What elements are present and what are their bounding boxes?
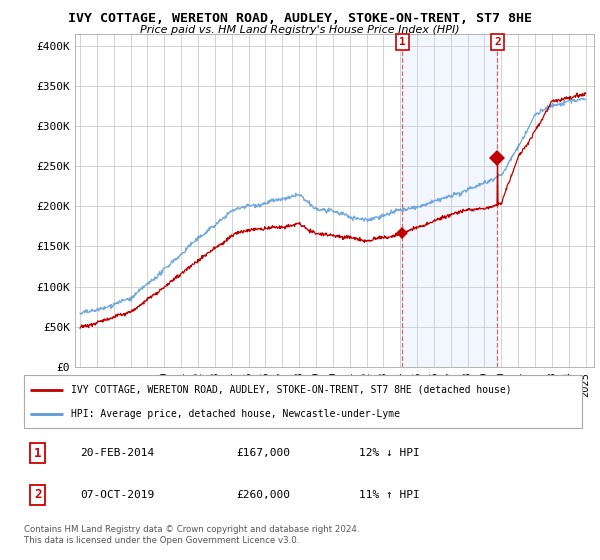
Text: 2: 2 <box>494 37 501 47</box>
Text: £167,000: £167,000 <box>236 448 290 458</box>
Text: 2: 2 <box>34 488 42 501</box>
Text: Price paid vs. HM Land Registry's House Price Index (HPI): Price paid vs. HM Land Registry's House … <box>140 25 460 35</box>
Text: £260,000: £260,000 <box>236 490 290 500</box>
Text: 07-OCT-2019: 07-OCT-2019 <box>80 490 154 500</box>
Bar <box>403 34 497 367</box>
Text: Contains HM Land Registry data © Crown copyright and database right 2024.
This d: Contains HM Land Registry data © Crown c… <box>24 525 359 545</box>
Text: IVY COTTAGE, WERETON ROAD, AUDLEY, STOKE-ON-TRENT, ST7 8HE: IVY COTTAGE, WERETON ROAD, AUDLEY, STOKE… <box>68 12 532 25</box>
Text: 11% ↑ HPI: 11% ↑ HPI <box>359 490 419 500</box>
Text: 20-FEB-2014: 20-FEB-2014 <box>80 448 154 458</box>
Text: HPI: Average price, detached house, Newcastle-under-Lyme: HPI: Average price, detached house, Newc… <box>71 409 400 419</box>
Text: IVY COTTAGE, WERETON ROAD, AUDLEY, STOKE-ON-TRENT, ST7 8HE (detached house): IVY COTTAGE, WERETON ROAD, AUDLEY, STOKE… <box>71 385 512 395</box>
Text: 12% ↓ HPI: 12% ↓ HPI <box>359 448 419 458</box>
FancyBboxPatch shape <box>24 375 582 428</box>
Text: 1: 1 <box>399 37 406 47</box>
Text: 1: 1 <box>34 446 42 460</box>
